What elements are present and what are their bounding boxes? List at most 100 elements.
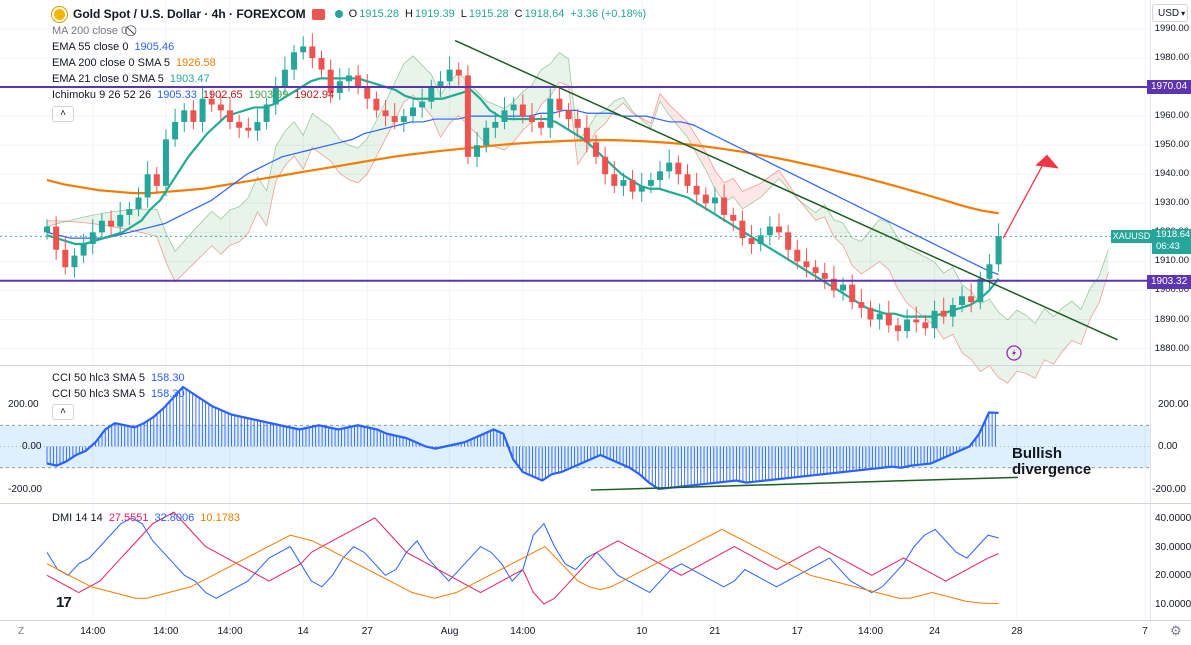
ohlc-high: H 1919.39 xyxy=(405,6,455,22)
candle-body xyxy=(181,110,188,122)
cloud-segment xyxy=(193,220,203,264)
candle-body xyxy=(217,104,224,111)
candle-body xyxy=(858,302,865,308)
candles[interactable] xyxy=(44,33,1002,342)
cloud-segment xyxy=(275,131,285,182)
currency-selector[interactable]: USD ▾ xyxy=(1152,4,1188,22)
candle-body xyxy=(89,232,96,244)
candle-body xyxy=(492,121,499,128)
legend-value: 1926.58 xyxy=(176,57,216,69)
cloud-segment xyxy=(413,55,423,106)
tradingview-logo[interactable]: 17 xyxy=(56,594,72,611)
price-tick: 1890.00 xyxy=(1154,313,1189,325)
symbol-title[interactable]: Gold Spot / U.S. Dollar · 4h · FOREXCOM xyxy=(73,7,306,21)
candle-body xyxy=(528,116,535,122)
candle-body xyxy=(739,220,746,239)
legend-ema55[interactable]: EMA 55 close 0 1905.46 xyxy=(52,39,646,55)
legend-ema21[interactable]: EMA 21 close 0 SMA 5 1903.47 xyxy=(52,71,646,87)
cloud-segment xyxy=(907,248,917,311)
price-tick: 1990.00 xyxy=(1154,23,1189,34)
time-tick: 28 xyxy=(1011,626,1023,637)
candle-body xyxy=(986,264,993,279)
cloud-segment xyxy=(605,100,615,124)
legend-value: 32.8006 xyxy=(154,512,195,524)
candle-body xyxy=(126,209,133,215)
candle-body xyxy=(483,127,490,146)
cloud-segment xyxy=(596,110,606,132)
cloud-segment xyxy=(184,230,194,273)
cloud-segment xyxy=(962,284,972,360)
dmi-legend: DMI 14 14 27.5551 32.8006 10.1783 xyxy=(52,510,240,526)
legend-ichimoku[interactable]: Ichimoku 9 26 52 26 1905.33 1902.65 1903… xyxy=(52,87,646,103)
cloud-segment xyxy=(678,113,688,138)
cci-legend-row[interactable]: CCI 50 hlc3 SMA 5 158.30 xyxy=(52,370,185,386)
cci-legend-row[interactable]: CCI 50 hlc3 SMA 5 158.30 xyxy=(52,386,185,402)
cloud-segment xyxy=(202,211,212,255)
candle-body xyxy=(153,174,160,186)
bullish-divergence-annotation[interactable]: Bullish divergence xyxy=(1012,446,1091,478)
legend-label: CCI 50 hlc3 SMA 5 xyxy=(52,388,145,400)
candle-body xyxy=(162,139,169,186)
cci-line xyxy=(46,385,999,491)
candle-body xyxy=(748,238,755,244)
cloud-segment xyxy=(284,121,295,166)
candle-body xyxy=(931,310,938,329)
panel-separator[interactable] xyxy=(0,503,1191,504)
cloud-segment xyxy=(330,127,340,174)
cloud-segment xyxy=(83,215,93,224)
candle-body xyxy=(721,197,728,215)
candle-body xyxy=(62,249,69,268)
cloud-segment xyxy=(165,233,176,282)
legend-label: MA 200 close 0 xyxy=(52,25,128,37)
settings-gear-icon[interactable]: ⚙ xyxy=(1170,623,1182,638)
candle-body xyxy=(309,46,316,59)
cloud-segment xyxy=(294,121,304,170)
cloud-segment xyxy=(1053,307,1063,365)
cloud-segment xyxy=(220,210,230,255)
collapse-legend-button[interactable]: ˄ xyxy=(52,404,74,420)
candle-body xyxy=(318,58,325,70)
dmi-legend-row[interactable]: DMI 14 14 27.5551 32.8006 10.1783 xyxy=(52,510,240,526)
legend-ma200[interactable]: MA 200 close 0 ⃠ xyxy=(52,23,646,39)
time-tick: 14:00 xyxy=(217,626,243,637)
timezone-button[interactable]: Z xyxy=(18,626,25,637)
candle-body xyxy=(400,116,407,122)
candle-body xyxy=(821,273,828,279)
divergence-line xyxy=(590,476,1019,491)
cloud-segment xyxy=(916,252,926,319)
candle-body xyxy=(565,110,572,120)
candle-body xyxy=(711,197,718,204)
candle-body xyxy=(98,220,105,233)
cci-left-tick: -200.00 xyxy=(8,484,42,495)
bar-countdown: 06:43 xyxy=(1156,241,1180,252)
lightning-bolt xyxy=(1012,349,1016,357)
cloud-segment xyxy=(47,220,57,227)
candle-body xyxy=(71,255,78,268)
legend-value: 158.30 xyxy=(150,372,185,384)
cloud-segment xyxy=(449,72,459,124)
price-axis-border xyxy=(1150,0,1151,620)
currency-label: USD xyxy=(1158,8,1180,19)
candle-body xyxy=(684,174,691,186)
candle-body xyxy=(602,156,609,175)
cloud-segment xyxy=(303,113,313,170)
downtrend-line xyxy=(454,39,1118,341)
drawings[interactable] xyxy=(0,39,1150,361)
cloud-segment xyxy=(568,58,578,165)
legend-ema200[interactable]: EMA 200 close 0 SMA 5 1926.58 xyxy=(52,55,646,71)
collapse-legend-button[interactable]: ˄ xyxy=(52,106,74,122)
candle-body xyxy=(446,69,453,82)
cloud-segment xyxy=(266,146,276,226)
candle-body xyxy=(794,249,801,262)
live-dot-icon xyxy=(334,10,343,18)
candle-body xyxy=(702,194,709,204)
candle-body xyxy=(80,243,87,256)
candle-body xyxy=(812,267,819,274)
candle-body xyxy=(272,87,279,105)
legend-label: EMA 21 close 0 SMA 5 xyxy=(52,73,164,85)
cloud-segment xyxy=(824,204,834,238)
candle-body xyxy=(574,119,581,128)
panel-separator[interactable] xyxy=(0,365,1191,366)
symbol-logo-icon xyxy=(52,6,67,22)
